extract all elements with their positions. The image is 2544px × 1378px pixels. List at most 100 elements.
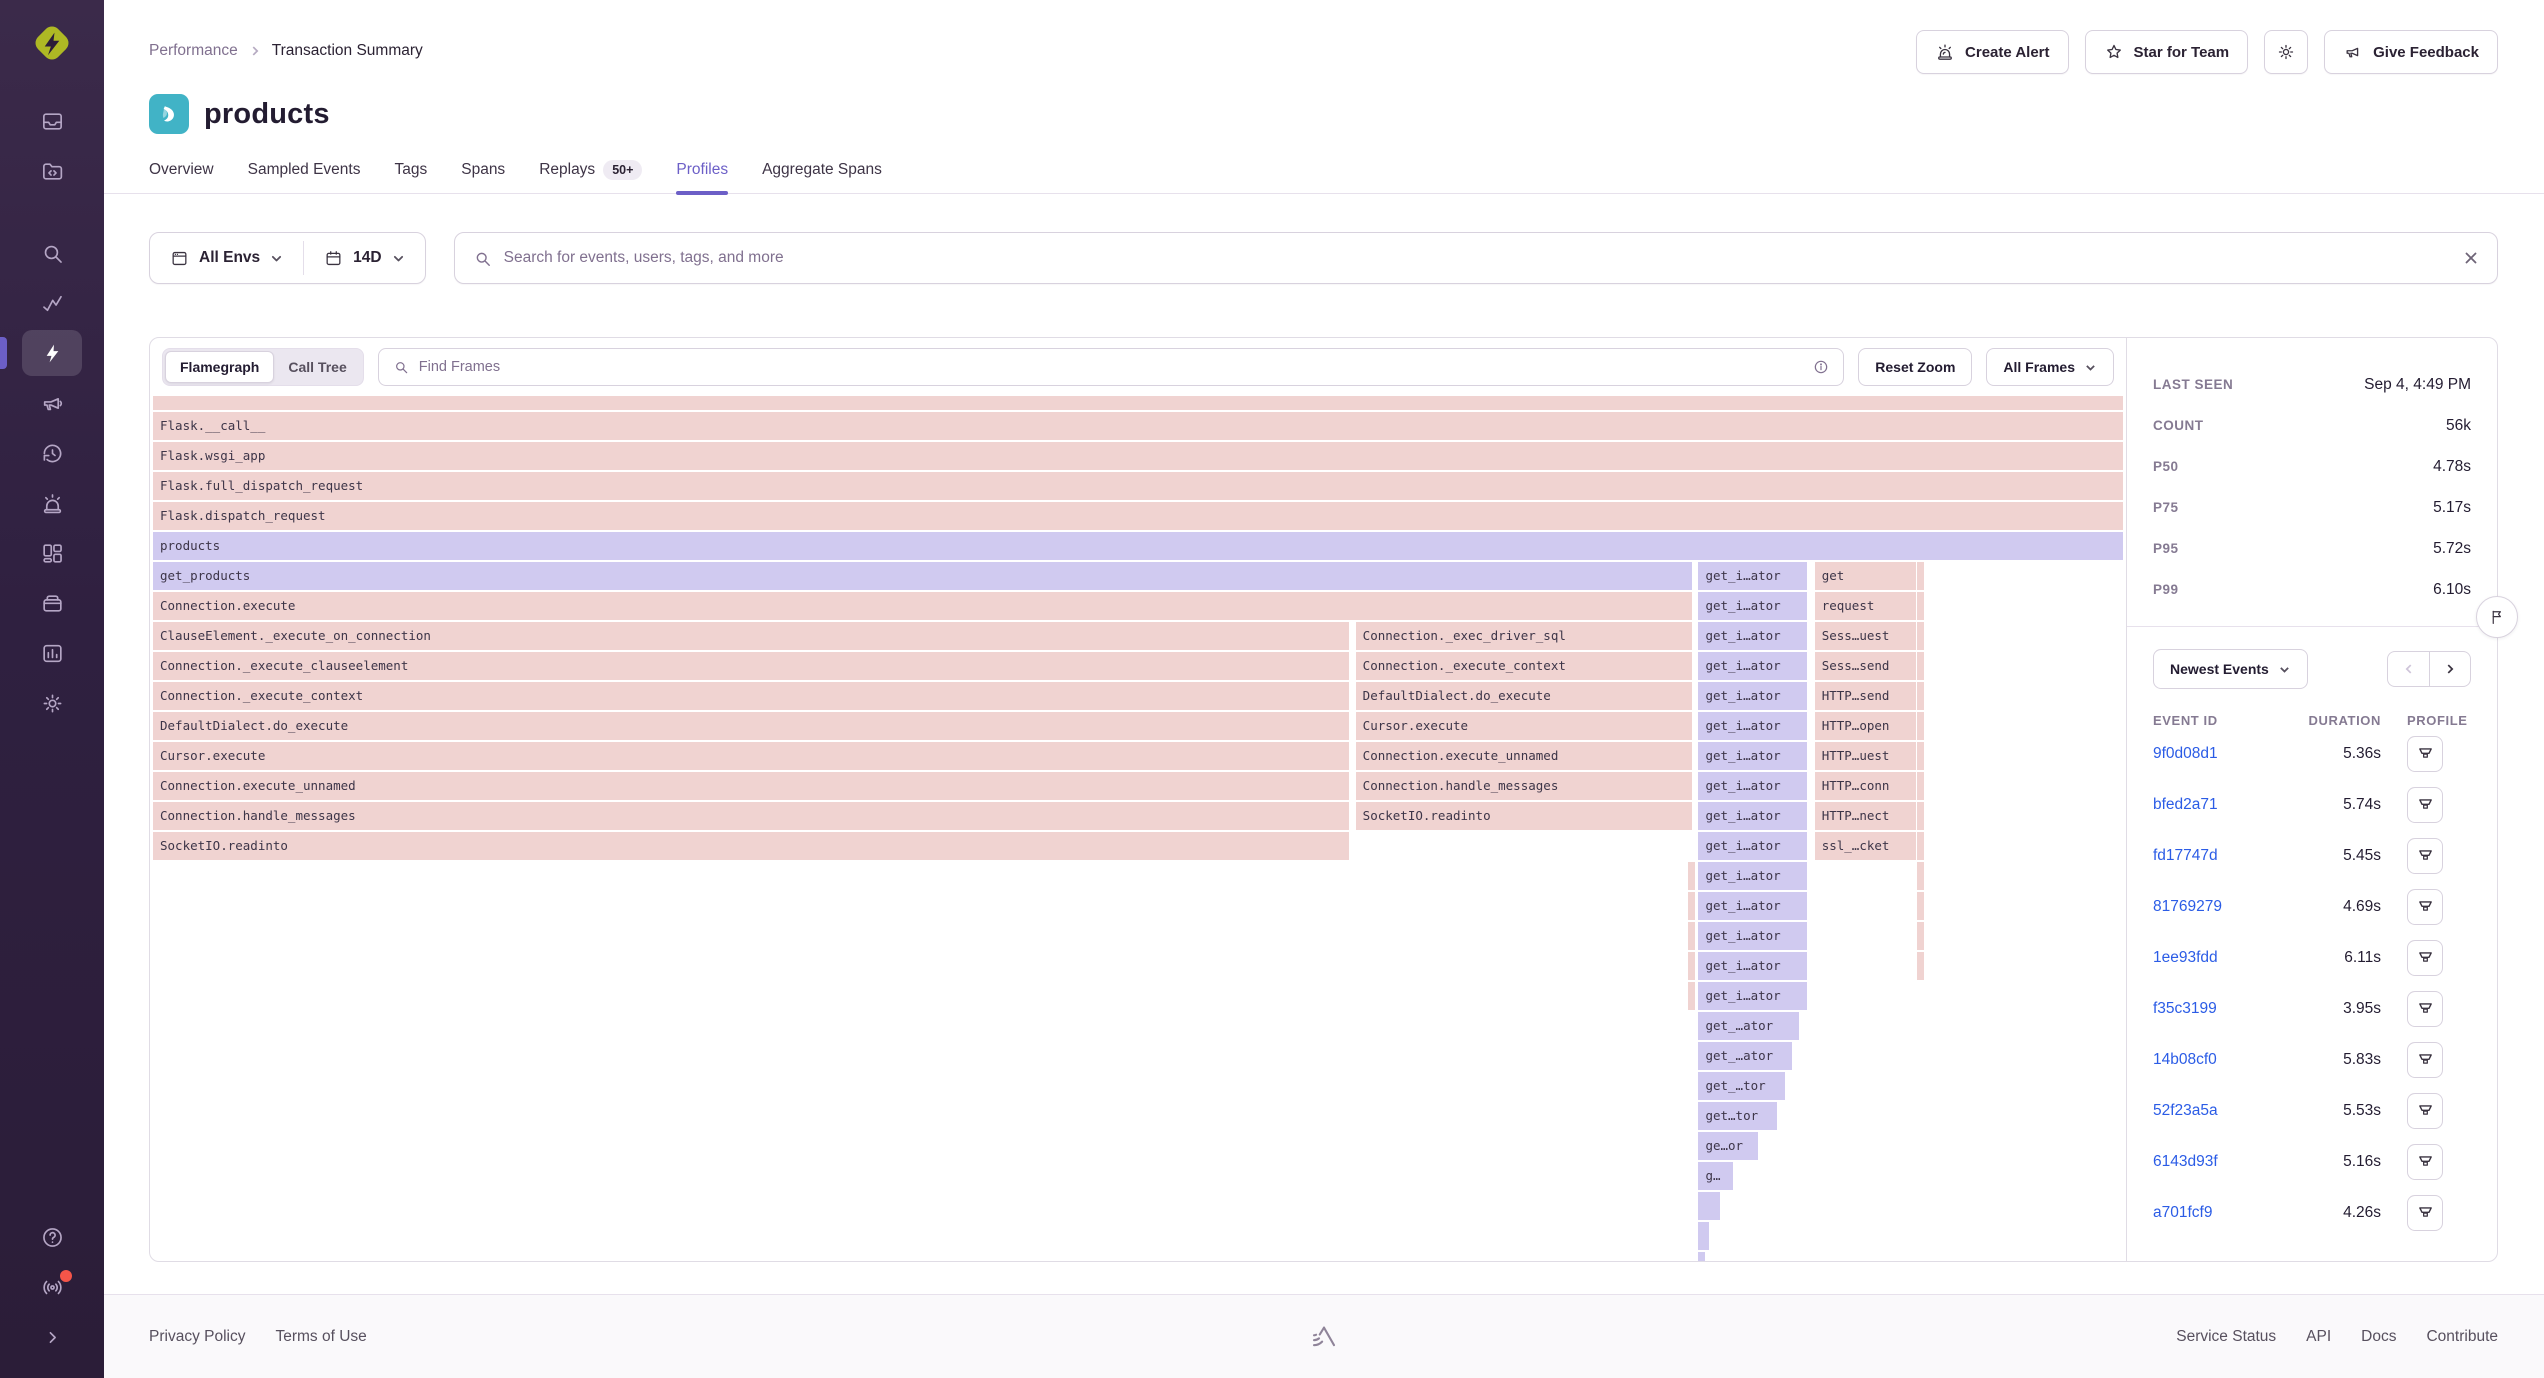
- flame-frame[interactable]: ge…or: [1698, 1132, 1758, 1160]
- footer-link-contribute[interactable]: Contribute: [2426, 1327, 2498, 1345]
- flame-frame[interactable]: [1698, 1192, 1721, 1220]
- flame-frame[interactable]: Connection.execute: [153, 592, 1692, 620]
- flame-frame[interactable]: Flask.dispatch_request: [153, 502, 2123, 530]
- settings-button[interactable]: [2264, 30, 2309, 74]
- flame-frame[interactable]: [1917, 892, 1925, 920]
- flame-frame[interactable]: get_i…ator: [1698, 892, 1807, 920]
- view-profile-button[interactable]: [2407, 939, 2443, 976]
- flame-frame[interactable]: ClauseElement._execute_on_connection: [153, 622, 1349, 650]
- flame-frame[interactable]: get_i…ator: [1698, 922, 1807, 950]
- flame-frame[interactable]: [1917, 862, 1925, 890]
- flame-frame[interactable]: [1917, 622, 1925, 650]
- find-frames-input[interactable]: [418, 359, 1804, 375]
- sidebar-item-issues[interactable]: [22, 98, 82, 144]
- breadcrumb-performance[interactable]: Performance: [149, 42, 238, 59]
- footer-link-service-status[interactable]: Service Status: [2176, 1327, 2277, 1345]
- flame-frame[interactable]: get_i…ator: [1698, 682, 1807, 710]
- flame-frame[interactable]: [1917, 772, 1925, 800]
- flame-frame[interactable]: Flask.__call__: [153, 412, 2123, 440]
- flame-frame[interactable]: HTTP…conn: [1814, 772, 1917, 800]
- event-id-link[interactable]: 1ee93fdd: [2153, 948, 2218, 966]
- view-profile-button[interactable]: [2407, 990, 2443, 1027]
- event-id-link[interactable]: 9f0d08d1: [2153, 744, 2218, 762]
- collapse-panel-button[interactable]: [2476, 596, 2518, 638]
- flame-frame[interactable]: [1698, 1252, 1706, 1261]
- flame-frame[interactable]: get_products: [153, 562, 1692, 590]
- event-id-link[interactable]: 6143d93f: [2153, 1152, 2218, 1170]
- flame-frame[interactable]: [1917, 802, 1925, 830]
- flame-frame[interactable]: get_i…ator: [1698, 772, 1807, 800]
- all-frames-dropdown[interactable]: All Frames: [1986, 348, 2114, 386]
- view-profile-button[interactable]: [2407, 1143, 2443, 1180]
- flame-frame[interactable]: SocketIO.readinto: [153, 832, 1349, 860]
- event-id-link[interactable]: 81769279: [2153, 897, 2222, 915]
- flame-frame[interactable]: ssl_…cket: [1814, 832, 1917, 860]
- flame-frame[interactable]: HTTP…uest: [1814, 742, 1917, 770]
- flame-frame[interactable]: [1917, 592, 1925, 620]
- give-feedback-button[interactable]: Give Feedback: [2324, 30, 2498, 74]
- flame-frame[interactable]: g…: [1698, 1162, 1733, 1190]
- flame-frame[interactable]: get_i…ator: [1698, 592, 1807, 620]
- view-option-flamegraph[interactable]: Flamegraph: [165, 351, 275, 383]
- tab-spans[interactable]: Spans: [461, 161, 506, 178]
- flame-frame[interactable]: get_i…ator: [1698, 742, 1807, 770]
- event-id-link[interactable]: bfed2a71: [2153, 795, 2218, 813]
- tab-aggregate-spans[interactable]: Aggregate Spans: [762, 161, 882, 178]
- sidebar-item-stats[interactable]: [22, 630, 82, 676]
- tab-replays[interactable]: Replays 50+: [539, 160, 643, 193]
- search-input[interactable]: [503, 249, 2451, 267]
- flame-frame[interactable]: [1917, 952, 1925, 980]
- flame-frame[interactable]: [1687, 862, 1695, 890]
- flame-frame[interactable]: Connection._execute_context: [1355, 652, 1692, 680]
- flame-frame[interactable]: get: [1814, 562, 1917, 590]
- tab-sampled-events[interactable]: Sampled Events: [247, 161, 361, 178]
- footer-link-docs[interactable]: Docs: [2361, 1327, 2397, 1345]
- flame-frame[interactable]: get_i…ator: [1698, 952, 1807, 980]
- flame-frame[interactable]: Connection.execute_unnamed: [153, 772, 1349, 800]
- sidebar-item-settings[interactable]: [22, 680, 82, 726]
- footer-link-terms-of-use[interactable]: Terms of Use: [275, 1327, 367, 1345]
- event-id-link[interactable]: 52f23a5a: [2153, 1101, 2218, 1119]
- view-profile-button[interactable]: [2407, 1194, 2443, 1231]
- flame-frame[interactable]: get_i…ator: [1698, 982, 1807, 1010]
- flame-frame[interactable]: get_i…ator: [1698, 652, 1807, 680]
- sidebar-item-collapse[interactable]: [22, 1314, 82, 1360]
- reset-zoom-button[interactable]: Reset Zoom: [1858, 348, 1973, 386]
- flame-frame[interactable]: DefaultDialect.do_execute: [1355, 682, 1692, 710]
- flame-frame[interactable]: Sess…uest: [1814, 622, 1917, 650]
- sidebar-item-feedback[interactable]: [22, 380, 82, 426]
- flame-frame[interactable]: Connection._exec_driver_sql: [1355, 622, 1692, 650]
- flame-frame[interactable]: Flask.full_dispatch_request: [153, 472, 2123, 500]
- footer-link-privacy-policy[interactable]: Privacy Policy: [149, 1327, 246, 1345]
- events-sort-dropdown[interactable]: Newest Events: [2153, 649, 2308, 689]
- sidebar-item-profiling[interactable]: [0, 330, 82, 376]
- tab-tags[interactable]: Tags: [394, 161, 428, 178]
- view-profile-button[interactable]: [2407, 1092, 2443, 1129]
- flame-frame[interactable]: Cursor.execute: [153, 742, 1349, 770]
- flame-frame[interactable]: get_i…ator: [1698, 832, 1807, 860]
- flame-frame[interactable]: Connection._execute_context: [153, 682, 1349, 710]
- clear-search-icon[interactable]: [2463, 250, 2479, 266]
- flame-frame[interactable]: products: [153, 532, 2123, 560]
- environment-filter[interactable]: All Envs: [150, 233, 303, 283]
- event-id-link[interactable]: a701fcf9: [2153, 1203, 2213, 1221]
- info-icon[interactable]: [1813, 359, 1829, 375]
- sentry-logo-icon[interactable]: [29, 20, 75, 66]
- flame-frame[interactable]: Flask.wsgi_app: [153, 442, 2123, 470]
- flame-frame[interactable]: [1917, 712, 1925, 740]
- flame-frame[interactable]: Sess…send: [1814, 652, 1917, 680]
- flame-frame[interactable]: [1917, 562, 1925, 590]
- flame-frame[interactable]: get_…ator: [1698, 1012, 1799, 1040]
- sidebar-item-replays[interactable]: [22, 430, 82, 476]
- flame-frame[interactable]: get_i…ator: [1698, 802, 1807, 830]
- sidebar-item-releases[interactable]: [22, 580, 82, 626]
- flame-frame[interactable]: HTTP…nect: [1814, 802, 1917, 830]
- flame-frame[interactable]: Cursor.execute: [1355, 712, 1692, 740]
- event-id-link[interactable]: fd17747d: [2153, 846, 2218, 864]
- flame-frame[interactable]: HTTP…send: [1814, 682, 1917, 710]
- sidebar-item-help[interactable]: [22, 1214, 82, 1260]
- flame-frame[interactable]: HTTP…open: [1814, 712, 1917, 740]
- flame-frame[interactable]: Connection.handle_messages: [1355, 772, 1692, 800]
- flame-frame[interactable]: get_…tor: [1698, 1072, 1786, 1100]
- flame-frame[interactable]: get…tor: [1698, 1102, 1778, 1130]
